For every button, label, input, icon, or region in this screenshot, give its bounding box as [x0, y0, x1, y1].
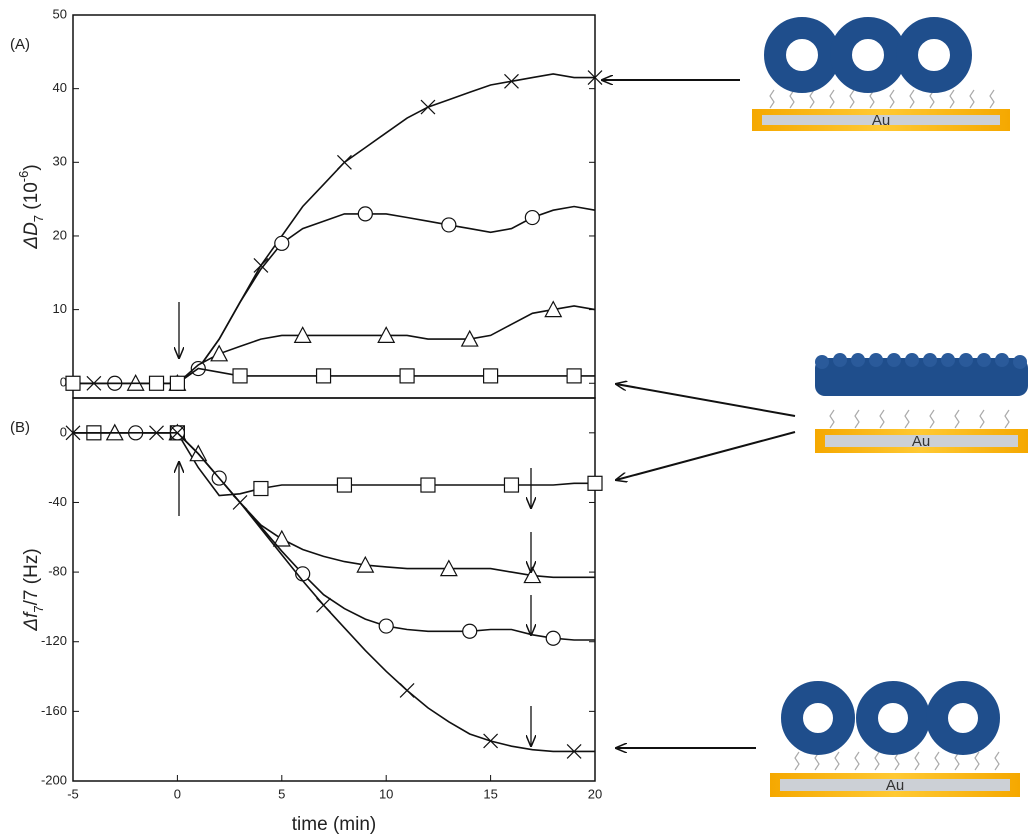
marker: [545, 630, 561, 646]
y-axis-label-part: /7 (Hz): [21, 548, 42, 605]
y-tick-label: 20: [53, 227, 67, 242]
marker: [272, 529, 291, 547]
marker: [357, 206, 373, 222]
schematic-middle: [815, 353, 1028, 453]
y-axis-label-part: ΔD: [21, 222, 42, 250]
marker: [460, 329, 479, 347]
connector-arrows: [602, 80, 796, 748]
series-line: [73, 305, 596, 385]
au-label: Au: [872, 112, 890, 129]
marker: [524, 209, 540, 226]
marker: [462, 623, 478, 639]
marker: [253, 257, 269, 273]
series-line: [73, 431, 595, 579]
series-line: [73, 73, 595, 385]
marker: [566, 743, 582, 759]
marker: [169, 375, 185, 391]
y-axis-label: ΔD7 (10-6): [16, 164, 46, 249]
x-tick-label: -5: [67, 786, 79, 801]
y-axis-label-part: Δf: [21, 611, 42, 632]
y-tick-label: -80: [48, 564, 67, 579]
y-axis-label: Δf7/7 (Hz): [21, 548, 46, 631]
x-tick-label: 0: [174, 786, 181, 801]
marker: [420, 99, 436, 115]
panel-label: (A): [10, 36, 30, 53]
marker: [148, 375, 165, 391]
x-axis-label: time (min): [292, 814, 376, 835]
marker: [253, 480, 269, 497]
y-axis-label-part: (10: [21, 182, 42, 215]
marker: [65, 425, 81, 441]
marker: [232, 495, 248, 510]
marker: [149, 425, 164, 441]
marker: [356, 555, 375, 573]
marker: [503, 477, 520, 493]
marker: [378, 618, 394, 634]
au-label: Au: [886, 777, 904, 794]
marker: [523, 566, 542, 584]
x-tick-label: 5: [278, 786, 285, 801]
series-line: [73, 205, 596, 385]
marker: [544, 300, 563, 318]
series-line: [73, 431, 595, 753]
marker: [441, 217, 457, 233]
plot-frame: [72, 14, 596, 399]
y-tick-label: 0: [60, 375, 67, 390]
marker: [336, 477, 353, 493]
marker: [399, 368, 415, 384]
marker: [587, 70, 603, 86]
panel-label: (B): [10, 419, 30, 436]
marker: [293, 326, 312, 343]
marker: [377, 326, 396, 343]
y-tick-label: 10: [53, 301, 67, 316]
marker: [483, 368, 499, 384]
y-tick-label: 50: [53, 6, 67, 21]
marker: [65, 375, 81, 391]
marker: [399, 683, 415, 698]
marker: [337, 154, 352, 170]
marker: [169, 425, 185, 441]
schematic-bottom: [770, 681, 1020, 797]
au-label: Au: [912, 433, 930, 450]
y-tick-label: 40: [53, 80, 67, 95]
y-axis-label-part: 7: [31, 605, 46, 612]
y-axis-label-part: 7: [31, 215, 46, 222]
marker: [504, 73, 519, 89]
marker: [232, 368, 248, 384]
marker: [439, 559, 458, 577]
marker: [420, 477, 436, 493]
y-axis-label-part: ): [21, 164, 42, 170]
marker: [316, 597, 331, 613]
marker: [315, 368, 332, 384]
plot-frame: [72, 397, 596, 782]
series-line: [73, 431, 595, 641]
marker: [210, 344, 229, 362]
y-tick-label: -160: [41, 703, 67, 718]
x-tick-label: 15: [483, 786, 497, 801]
marker: [566, 368, 582, 384]
schematic-top: [752, 17, 1010, 131]
y-tick-label: -120: [41, 633, 67, 648]
x-tick-label: 10: [379, 786, 393, 801]
y-tick-label: 30: [53, 154, 67, 169]
y-tick-label: -40: [48, 494, 67, 509]
y-tick-label: 0: [60, 424, 67, 439]
marker: [483, 733, 499, 749]
y-tick-label: -200: [41, 772, 67, 787]
marker: [274, 235, 290, 251]
y-axis-label-part: -6: [16, 171, 31, 183]
marker: [587, 475, 603, 491]
x-tick-label: 20: [588, 786, 602, 801]
